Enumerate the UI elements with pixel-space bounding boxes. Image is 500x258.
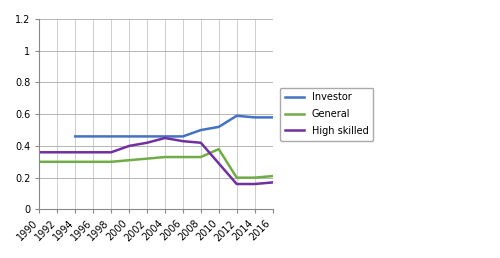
Legend: Investor, General, High skilled: Investor, General, High skilled (280, 87, 374, 141)
General (144, 157, 150, 160)
High skilled (90, 151, 96, 154)
General (198, 156, 204, 159)
General (72, 160, 78, 163)
Investor (72, 135, 78, 138)
Investor (180, 135, 186, 138)
Investor (144, 135, 150, 138)
General (54, 160, 60, 163)
General (252, 176, 258, 179)
High skilled (144, 141, 150, 144)
High skilled (162, 136, 168, 140)
General (234, 176, 239, 179)
General (36, 160, 43, 163)
Investor (162, 135, 168, 138)
General (270, 174, 276, 178)
General (126, 159, 132, 162)
High skilled (252, 182, 258, 186)
Line: Investor: Investor (76, 116, 272, 136)
High skilled (36, 151, 43, 154)
High skilled (72, 151, 78, 154)
Investor (234, 114, 239, 117)
Line: High skilled: High skilled (40, 138, 272, 184)
High skilled (108, 151, 114, 154)
General (90, 160, 96, 163)
High skilled (216, 162, 222, 165)
Investor (252, 116, 258, 119)
Investor (198, 128, 204, 132)
General (216, 148, 222, 151)
High skilled (180, 140, 186, 143)
Investor (108, 135, 114, 138)
High skilled (234, 182, 239, 186)
Investor (270, 116, 276, 119)
High skilled (270, 181, 276, 184)
Investor (216, 125, 222, 128)
High skilled (54, 151, 60, 154)
General (162, 156, 168, 159)
General (180, 156, 186, 159)
High skilled (198, 141, 204, 144)
Line: General: General (40, 149, 272, 178)
High skilled (126, 144, 132, 148)
Investor (126, 135, 132, 138)
Investor (90, 135, 96, 138)
General (108, 160, 114, 163)
